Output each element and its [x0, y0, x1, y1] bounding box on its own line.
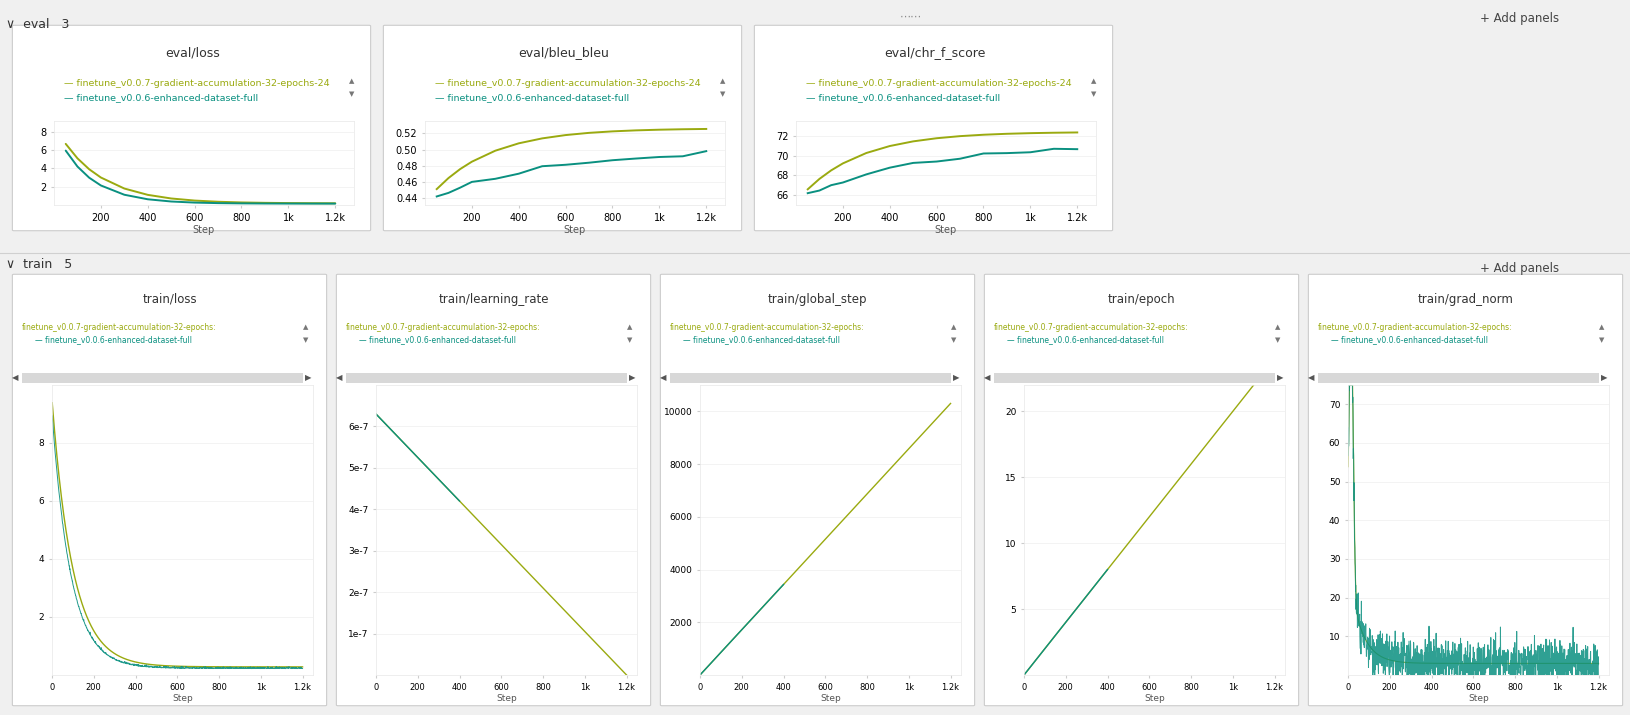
Text: train/global_step: train/global_step [768, 293, 867, 306]
Text: + Add panels: + Add panels [1478, 262, 1558, 275]
Text: ▶: ▶ [952, 373, 958, 383]
X-axis label: Step: Step [496, 694, 517, 704]
Text: — finetune_v0.0.7-gradient-accumulation-32-epochs-24: — finetune_v0.0.7-gradient-accumulation-… [805, 79, 1071, 89]
Text: eval/bleu_bleu: eval/bleu_bleu [518, 46, 608, 59]
Text: ▲: ▲ [1275, 324, 1280, 330]
Text: train/epoch: train/epoch [1107, 293, 1175, 306]
Text: — finetune_v0.0.6-enhanced-dataset-full: — finetune_v0.0.6-enhanced-dataset-full [34, 335, 192, 345]
Text: — finetune_v0.0.6-enhanced-dataset-full: — finetune_v0.0.6-enhanced-dataset-full [435, 94, 629, 102]
Text: ◀: ◀ [336, 373, 342, 383]
X-axis label: Step: Step [1467, 694, 1488, 704]
Text: ▶: ▶ [1601, 373, 1607, 383]
Text: ▲: ▲ [626, 324, 632, 330]
Text: ◀: ◀ [11, 373, 18, 383]
Text: ▼: ▼ [719, 91, 725, 97]
Text: — finetune_v0.0.7-gradient-accumulation-32-epochs-24: — finetune_v0.0.7-gradient-accumulation-… [435, 79, 701, 89]
Text: ◀: ◀ [660, 373, 667, 383]
Text: ▼: ▼ [1597, 337, 1604, 343]
Text: ⋯⋯: ⋯⋯ [900, 12, 921, 22]
X-axis label: Step: Step [564, 225, 585, 235]
Text: ▲: ▲ [349, 78, 354, 84]
Text: ▲: ▲ [950, 324, 955, 330]
X-axis label: Step: Step [173, 694, 192, 704]
Text: eval/loss: eval/loss [165, 46, 220, 59]
Text: ∨  eval   3: ∨ eval 3 [7, 18, 70, 31]
Text: finetune_v0.0.7-gradient-accumulation-32-epochs:: finetune_v0.0.7-gradient-accumulation-32… [346, 322, 540, 332]
Text: ▶: ▶ [305, 373, 311, 383]
Text: — finetune_v0.0.6-enhanced-dataset-full: — finetune_v0.0.6-enhanced-dataset-full [683, 335, 839, 345]
Text: finetune_v0.0.7-gradient-accumulation-32-epochs:: finetune_v0.0.7-gradient-accumulation-32… [1317, 322, 1511, 332]
Text: ▼: ▼ [303, 337, 308, 343]
Text: ▼: ▼ [1090, 91, 1095, 97]
Text: ▼: ▼ [349, 91, 354, 97]
Text: — finetune_v0.0.6-enhanced-dataset-full: — finetune_v0.0.6-enhanced-dataset-full [64, 94, 258, 102]
X-axis label: Step: Step [192, 225, 215, 235]
Text: ◀: ◀ [983, 373, 989, 383]
Text: finetune_v0.0.7-gradient-accumulation-32-epochs:: finetune_v0.0.7-gradient-accumulation-32… [993, 322, 1188, 332]
Text: ▼: ▼ [1275, 337, 1280, 343]
Text: — finetune_v0.0.6-enhanced-dataset-full: — finetune_v0.0.6-enhanced-dataset-full [1006, 335, 1164, 345]
Text: ▲: ▲ [719, 78, 725, 84]
Text: — finetune_v0.0.6-enhanced-dataset-full: — finetune_v0.0.6-enhanced-dataset-full [359, 335, 515, 345]
Text: ▲: ▲ [303, 324, 308, 330]
Text: train/grad_norm: train/grad_norm [1416, 293, 1513, 306]
Text: — finetune_v0.0.6-enhanced-dataset-full: — finetune_v0.0.6-enhanced-dataset-full [805, 94, 999, 102]
Text: finetune_v0.0.7-gradient-accumulation-32-epochs:: finetune_v0.0.7-gradient-accumulation-32… [21, 322, 217, 332]
Text: — finetune_v0.0.6-enhanced-dataset-full: — finetune_v0.0.6-enhanced-dataset-full [1330, 335, 1487, 345]
Text: ▶: ▶ [629, 373, 636, 383]
Text: ▲: ▲ [1090, 78, 1095, 84]
Text: finetune_v0.0.7-gradient-accumulation-32-epochs:: finetune_v0.0.7-gradient-accumulation-32… [670, 322, 864, 332]
Text: eval/chr_f_score: eval/chr_f_score [883, 46, 985, 59]
Text: ▼: ▼ [626, 337, 632, 343]
Text: — finetune_v0.0.7-gradient-accumulation-32-epochs-24: — finetune_v0.0.7-gradient-accumulation-… [64, 79, 329, 89]
Text: ◀: ◀ [1307, 373, 1314, 383]
Text: ∨  train   5: ∨ train 5 [7, 258, 72, 271]
Text: + Add panels: + Add panels [1478, 12, 1558, 25]
Text: train/learning_rate: train/learning_rate [438, 293, 548, 306]
Text: train/loss: train/loss [142, 293, 197, 306]
X-axis label: Step: Step [934, 225, 957, 235]
Text: ▶: ▶ [1276, 373, 1283, 383]
X-axis label: Step: Step [1143, 694, 1164, 704]
X-axis label: Step: Step [820, 694, 841, 704]
Text: ▲: ▲ [1597, 324, 1604, 330]
Text: ▼: ▼ [950, 337, 955, 343]
